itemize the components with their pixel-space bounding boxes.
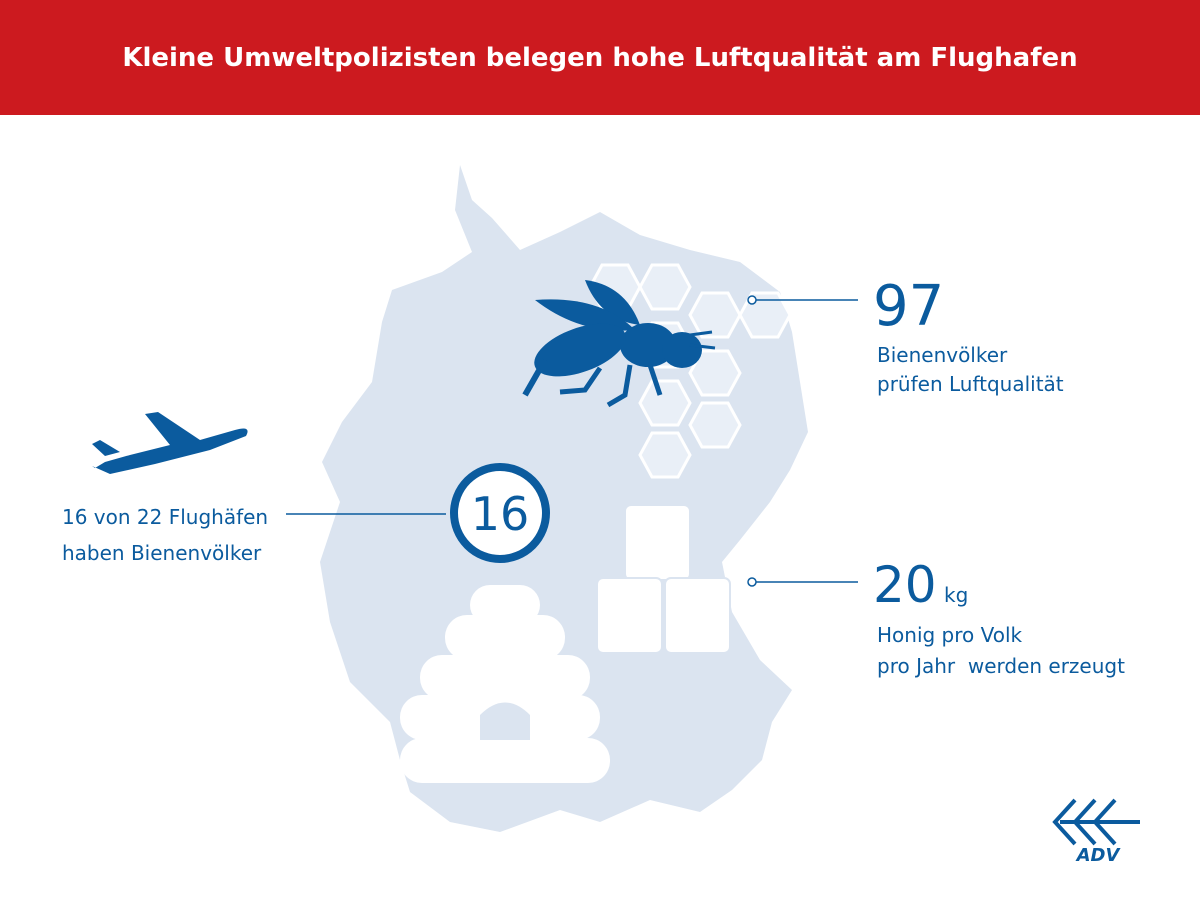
connector-dot [747, 295, 757, 305]
colony-count: 97 [873, 274, 944, 339]
honey-jars [596, 504, 731, 654]
colony-label: prüfen Luftqualität [877, 372, 1064, 396]
count-circle [450, 463, 550, 563]
connector-dot [747, 577, 757, 587]
airport-label: 16 von 22 Flughäfen [62, 505, 268, 529]
bee-icon [522, 280, 716, 408]
title: Kleine Umweltpolizisten belegen hohe Luf… [122, 43, 1077, 73]
honey-unit: kg [944, 583, 968, 607]
adv-logo: ADV [1052, 798, 1140, 866]
colony-label: Bienenvölker [877, 343, 1008, 367]
header-bar [0, 0, 1200, 115]
airport-label: haben Bienenvölker [62, 541, 262, 565]
honey-label: pro Jahr werden erzeugt [877, 654, 1125, 678]
honey-label: Honig pro Volk [877, 623, 1023, 647]
beehive [400, 585, 610, 783]
airport-count: 16 [471, 487, 530, 541]
honey-amount: 20 [873, 556, 937, 614]
logo-text: ADV [1075, 845, 1122, 866]
airplane-icon [92, 412, 248, 474]
